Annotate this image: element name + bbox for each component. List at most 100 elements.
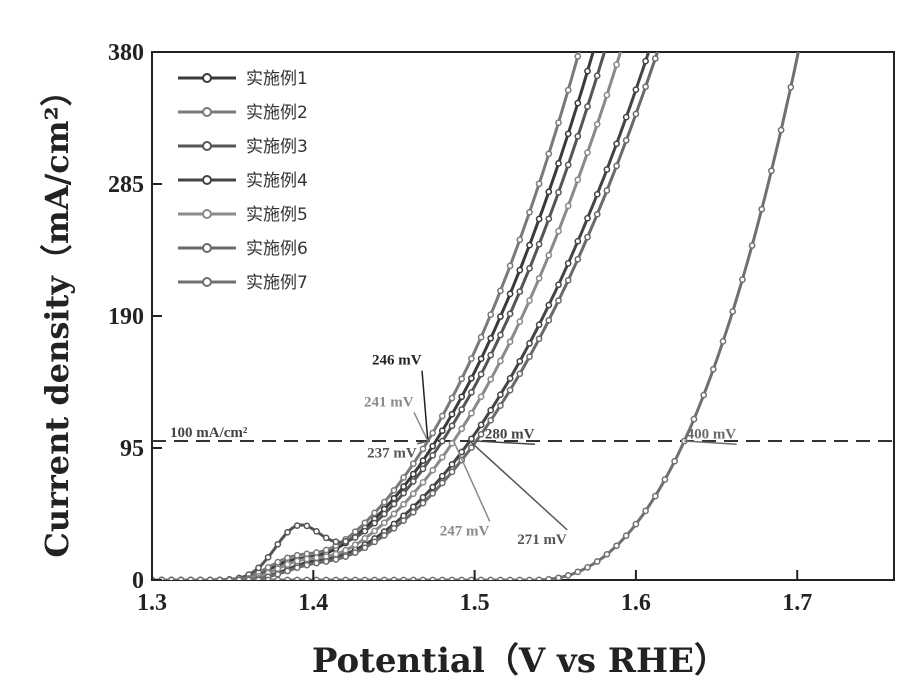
series-point	[517, 319, 522, 324]
series-point	[595, 559, 600, 564]
series-point	[430, 453, 435, 458]
series-point	[333, 557, 338, 562]
series-point	[566, 278, 571, 283]
series-point	[595, 73, 600, 78]
series-point	[333, 539, 338, 544]
series-point	[469, 411, 474, 416]
annotation-label: 241 mV	[364, 394, 414, 410]
series-line	[152, 26, 659, 580]
series-point	[449, 462, 454, 467]
series-point	[566, 131, 571, 136]
legend-marker	[203, 74, 211, 82]
series-point	[556, 298, 561, 303]
series-point	[285, 568, 290, 573]
series-point	[604, 92, 609, 97]
legend-marker	[203, 278, 211, 286]
series-point	[604, 41, 609, 46]
series-point	[546, 216, 551, 221]
series-point	[266, 555, 271, 560]
series-point	[633, 111, 638, 116]
series-point	[343, 539, 348, 544]
series-point	[420, 577, 425, 582]
legend-marker	[203, 244, 211, 252]
series-point	[566, 203, 571, 208]
series-point	[285, 530, 290, 535]
series-point	[527, 243, 532, 248]
series-point	[343, 548, 348, 553]
series-point	[556, 190, 561, 195]
series-point	[769, 168, 774, 173]
series-point	[488, 336, 493, 341]
series-point	[575, 239, 580, 244]
series-point	[479, 372, 484, 377]
series-point	[488, 418, 493, 423]
series-point	[411, 479, 416, 484]
annotation-leader	[454, 441, 490, 521]
series-point	[449, 423, 454, 428]
series-point	[275, 560, 280, 565]
series-3	[149, 26, 613, 583]
series-point	[469, 356, 474, 361]
series-point	[401, 484, 406, 489]
series-point	[595, 35, 600, 40]
reference-line-label: 100 mA/cm²	[170, 425, 248, 441]
series-point	[401, 518, 406, 523]
series-point	[508, 388, 513, 393]
annotation-label: 271 mV	[517, 532, 567, 548]
series-point	[401, 475, 406, 480]
series-point	[633, 522, 638, 527]
series-point	[362, 520, 367, 525]
series-point	[430, 444, 435, 449]
series-point	[295, 565, 300, 570]
series-point	[672, 459, 677, 464]
series-point	[585, 23, 590, 28]
series-point	[295, 558, 300, 563]
series-point	[304, 556, 309, 561]
y-axis-title: Current density（mA/cm²）	[38, 74, 76, 557]
legend-marker	[203, 210, 211, 218]
series-point	[546, 577, 551, 582]
series-point	[372, 577, 377, 582]
series-point	[420, 466, 425, 471]
x-tick-label: 1.4	[298, 590, 328, 616]
series-point	[624, 138, 629, 143]
series-point	[508, 263, 513, 268]
series-point	[314, 555, 319, 560]
series-point	[624, 31, 629, 36]
series-point	[401, 577, 406, 582]
series-point	[304, 523, 309, 528]
series-point	[779, 128, 784, 133]
legend-label: 实施例5	[246, 205, 308, 225]
series-point	[227, 577, 232, 582]
series-point	[459, 407, 464, 412]
series-point	[304, 577, 309, 582]
series-point	[469, 436, 474, 441]
series-point	[498, 403, 503, 408]
series-point	[440, 577, 445, 582]
series-point	[382, 520, 387, 525]
series-point	[585, 150, 590, 155]
series-point	[362, 577, 367, 582]
series-point	[585, 104, 590, 109]
series-point	[556, 161, 561, 166]
series-point	[459, 577, 464, 582]
series-point	[488, 377, 493, 382]
series-point	[353, 577, 358, 582]
series-point	[546, 318, 551, 323]
legend-label: 实施例7	[246, 273, 308, 293]
series-point	[440, 439, 445, 444]
series-point	[527, 210, 532, 215]
series-point	[537, 276, 542, 281]
series-point	[314, 577, 319, 582]
series-point	[353, 542, 358, 547]
series-point	[498, 314, 503, 319]
series-point	[391, 577, 396, 582]
series-point	[556, 229, 561, 234]
y-axis-ticks: 095190285380	[108, 40, 162, 594]
series-point	[411, 510, 416, 515]
series-point	[198, 577, 203, 582]
series-point	[575, 101, 580, 106]
series-point	[508, 291, 513, 296]
series-point	[343, 554, 348, 559]
series-point	[643, 59, 648, 64]
